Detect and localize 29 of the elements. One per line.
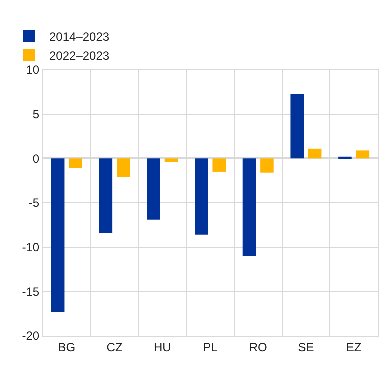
legend-label: 2014–2023 <box>50 30 110 44</box>
bar <box>195 158 208 235</box>
bar <box>69 158 82 168</box>
bar <box>147 158 160 220</box>
y-tick-label: -10 <box>22 240 40 255</box>
y-tick-label: 5 <box>32 108 40 122</box>
x-tick-label: RO <box>249 340 268 354</box>
x-tick-label: HU <box>154 340 172 354</box>
bar <box>212 158 226 172</box>
bar <box>117 158 130 178</box>
x-tick-label: CZ <box>106 340 123 354</box>
legend-label: 2022–2023 <box>50 49 110 64</box>
x-tick-label: EZ <box>346 340 362 354</box>
bar <box>308 148 322 159</box>
y-tick-label: 10 <box>26 63 40 78</box>
y-tick-label: -5 <box>28 196 40 210</box>
bar <box>356 150 370 159</box>
bar <box>51 158 65 312</box>
x-tick-label: BG <box>58 340 76 354</box>
x-tick-label: PL <box>203 340 218 354</box>
y-tick-label: -15 <box>22 284 40 299</box>
bar <box>99 158 113 234</box>
bar <box>290 94 304 159</box>
y-tick-label: -20 <box>22 329 40 344</box>
bar <box>164 158 178 162</box>
bar <box>242 158 256 256</box>
x-tick-label: SE <box>298 340 314 354</box>
bar <box>260 158 274 173</box>
y-tick-label: 0 <box>32 152 40 166</box>
